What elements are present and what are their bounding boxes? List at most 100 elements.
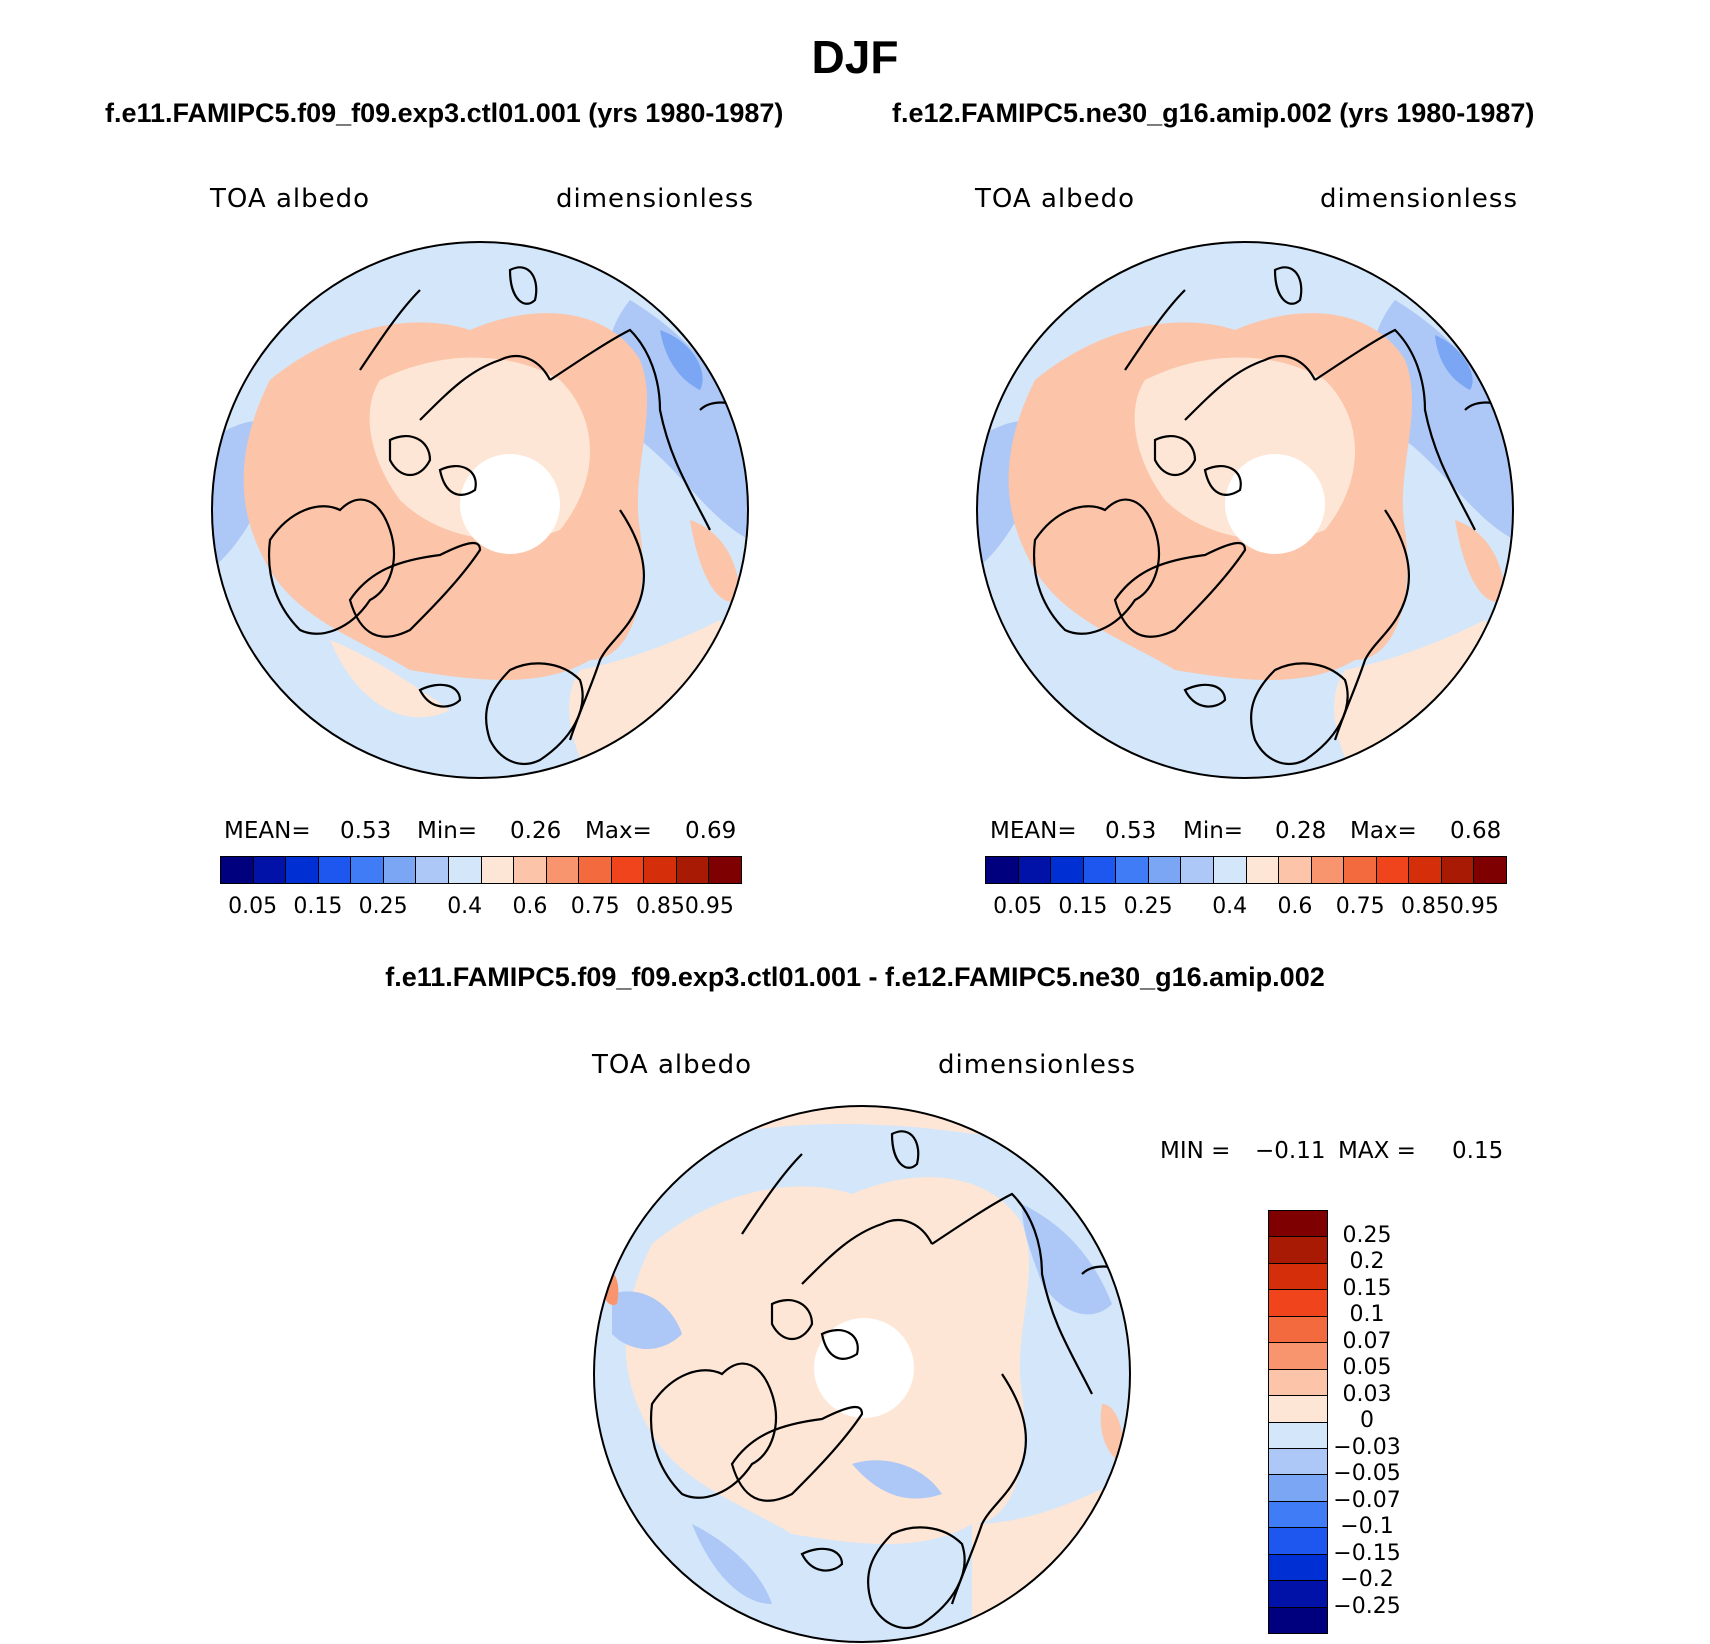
colorbar-swatch [1269, 1315, 1327, 1343]
colorbar-swatch [350, 857, 383, 883]
diff-variable-label: TOA albedo [592, 1050, 753, 1080]
left-min-value: 0.26 [510, 818, 562, 844]
colorbar-swatch [1310, 857, 1344, 883]
colorbar-swatch [1212, 857, 1246, 883]
coastline [820, 1329, 859, 1360]
coastline [770, 1299, 814, 1340]
coastline [419, 355, 551, 421]
colorbar-swatch [513, 857, 546, 883]
colorbar-tick-label: 0.75 [570, 894, 620, 919]
left-polar-map [211, 241, 749, 779]
colorbar-swatch [415, 857, 448, 883]
colorbar-tick-label: −0.1 [1340, 1514, 1394, 1539]
colorbar-swatch [221, 857, 253, 883]
colorbar-swatch [480, 857, 514, 883]
coastline [730, 1406, 864, 1502]
figure-title: DJF [811, 31, 899, 83]
colorbar-tick-label: 0.4 [1212, 894, 1248, 919]
colorbar-swatch [986, 857, 1018, 883]
colorbar-tick-label: 0.4 [447, 894, 483, 919]
colorbar-swatch [1082, 857, 1116, 883]
colorbar-swatch [1269, 1289, 1327, 1316]
difference-title: f.e11.FAMIPC5.f09_f09.exp3.ctl01.001 - f… [385, 962, 1325, 992]
map-blue-region [607, 300, 748, 540]
colorbar-swatch [285, 857, 318, 883]
coastline [1184, 355, 1316, 421]
colorbar-tick-label: −0.2 [1340, 1567, 1394, 1592]
diff-max-value: 0.15 [1452, 1138, 1504, 1164]
difference-colorbar [1268, 1210, 1328, 1634]
colorbar-swatch [382, 857, 416, 883]
coastline [1113, 542, 1247, 638]
colorbar-swatch [1269, 1553, 1327, 1581]
colorbar-swatch [1245, 857, 1279, 883]
map-land-region [330, 640, 450, 718]
coastline [1314, 328, 1476, 531]
right-mean-value: 0.53 [1105, 818, 1157, 844]
colorbar-tick-label: 0.05 [1342, 1355, 1392, 1380]
map-blue-region [612, 1291, 682, 1349]
colorbar-tick-label: −0.25 [1333, 1593, 1401, 1619]
right-mean-label: MEAN= [990, 818, 1077, 844]
diff-min-label: MIN = [1160, 1138, 1231, 1164]
coastline [1033, 498, 1160, 635]
map-polar-hole [460, 454, 560, 554]
coastline [1250, 662, 1349, 765]
coastline [508, 266, 538, 305]
coastline [950, 1373, 1027, 1605]
colorbar-swatch [1115, 857, 1148, 883]
left-mean-label: MEAN= [224, 818, 311, 844]
colorbar-swatch [1269, 1474, 1327, 1501]
colorbar-swatch [1278, 857, 1311, 883]
colorbar-tick-label: 0.95 [684, 894, 734, 919]
map-red-patch [1100, 1404, 1124, 1464]
right-units-label: dimensionless [1320, 184, 1518, 214]
coastline [549, 328, 711, 531]
colorbar-tick-label: −0.07 [1333, 1487, 1401, 1513]
colorbar-tick-label: 0.15 [1058, 894, 1108, 919]
coastline [1333, 509, 1410, 741]
right-polar-map [976, 241, 1514, 779]
left-colorbar [220, 856, 742, 884]
colorbar-tick-label: 0.05 [993, 894, 1043, 919]
colorbar-tick-label: 0.85 [1400, 894, 1450, 919]
coastline [741, 1153, 803, 1235]
right-case-title: f.e12.FAMIPC5.ne30_g16.amip.002 (yrs 198… [892, 98, 1535, 128]
map-border [976, 241, 1514, 779]
map-blue-region [660, 330, 703, 390]
colorbar-swatch [1147, 857, 1181, 883]
colorbar-tick-label: 0.03 [1342, 1381, 1392, 1407]
colorbar-swatch [1269, 1395, 1327, 1422]
right-colorbar [985, 856, 1507, 884]
colorbar-tick-label: 0.25 [1342, 1222, 1392, 1248]
colorbar-swatch [1473, 857, 1506, 883]
colorbar-swatch [1269, 1368, 1327, 1396]
coastline [1183, 683, 1227, 708]
colorbar-tick-label: 0.2 [1349, 1249, 1385, 1274]
map-land-region [1455, 520, 1505, 602]
coastline [867, 1526, 966, 1629]
colorbar-tick-label: 0.6 [512, 894, 548, 919]
coastline [890, 1130, 920, 1169]
colorbar-tick-label: 0.85 [635, 894, 685, 919]
colorbar-tick-label: 0.07 [1342, 1328, 1392, 1354]
left-max-label: Max= [585, 818, 652, 844]
coastline [348, 542, 482, 638]
coastline [568, 509, 645, 741]
colorbar-tick-label: −0.03 [1333, 1434, 1401, 1460]
colorbar-tick-label: 0.95 [1449, 894, 1499, 919]
left-variable-label: TOA albedo [210, 184, 371, 214]
left-mean-value: 0.53 [340, 818, 392, 844]
map-blue-region [852, 1460, 942, 1499]
right-min-label: Min= [1183, 818, 1244, 844]
colorbar-swatch [1269, 1236, 1327, 1263]
map-polar-hole [1225, 454, 1325, 554]
colorbar-tick-label: 0.25 [358, 894, 408, 919]
coastline [1203, 465, 1242, 496]
colorbar-swatch [317, 857, 351, 883]
colorbar-swatch [1180, 857, 1213, 883]
map-land-region [690, 520, 740, 602]
colorbar-swatch [1269, 1447, 1327, 1475]
colorbar-swatch [1269, 1527, 1327, 1554]
colorbar-swatch [610, 857, 644, 883]
